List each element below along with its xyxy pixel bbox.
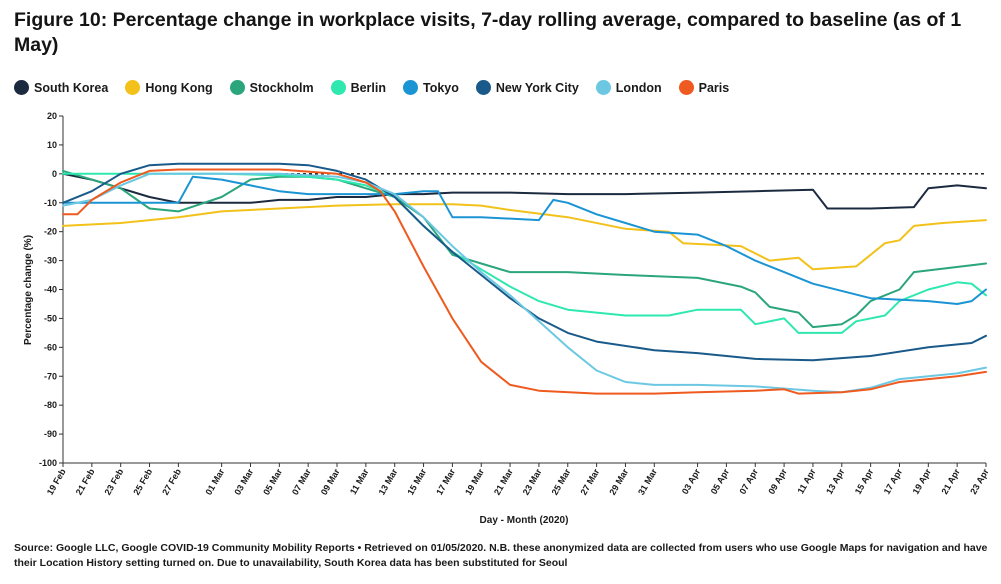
- legend-swatch: [14, 80, 29, 95]
- y-tick-label: -50: [44, 313, 57, 323]
- x-tick-label: 19 Feb: [45, 467, 68, 497]
- legend-item: Tokyo: [403, 80, 459, 95]
- x-tick-label: 17 Apr: [882, 467, 905, 496]
- legend-swatch: [125, 80, 141, 95]
- x-tick-label: 09 Mar: [319, 467, 342, 497]
- series-line: [62, 175, 987, 305]
- x-tick-label: 15 Mar: [405, 467, 428, 497]
- y-tick-label: 10: [47, 140, 57, 150]
- legend-swatch: [403, 80, 418, 95]
- legend-item: New York City: [475, 80, 579, 95]
- x-tick-label: 29 Mar: [607, 467, 630, 497]
- legend-swatch: [595, 80, 611, 95]
- x-tick-label: 19 Apr: [911, 467, 934, 496]
- x-tick-label: 27 Mar: [578, 467, 601, 497]
- y-tick-label: -70: [44, 371, 57, 381]
- x-tick-label: 03 Apr: [680, 467, 703, 496]
- x-tick-label: 05 Apr: [709, 467, 732, 496]
- legend-swatch: [229, 80, 245, 95]
- legend-label: Berlin: [350, 80, 386, 95]
- y-tick-label: 0: [52, 169, 57, 179]
- series-line: [62, 169, 987, 329]
- legend-label: Paris: [698, 80, 730, 95]
- series-line: [62, 172, 987, 394]
- x-tick-label: 27 Feb: [160, 467, 183, 497]
- y-tick-label: -100: [39, 458, 57, 468]
- legend-item: Hong Kong: [125, 80, 213, 95]
- legend-swatch: [330, 80, 346, 95]
- legend-label: London: [615, 80, 662, 95]
- legend-item: South Korea: [14, 80, 108, 95]
- y-tick-label: -90: [44, 429, 57, 439]
- y-tick-label: -30: [44, 256, 57, 266]
- legend-item: Stockholm: [229, 80, 314, 95]
- y-tick-label: -10: [44, 198, 57, 208]
- x-tick-label: 17 Mar: [434, 467, 457, 497]
- chart-title: Figure 10: Percentage change in workplac…: [14, 9, 962, 56]
- series-line: [62, 172, 987, 210]
- x-tick-label: 13 Apr: [824, 467, 847, 496]
- x-tick-label: 07 Mar: [290, 467, 313, 497]
- x-tick-label: 03 Mar: [232, 467, 255, 497]
- x-tick-label: 13 Mar: [377, 467, 400, 497]
- x-tick-label: 25 Feb: [131, 467, 154, 497]
- x-axis-title: Day - Month (2020): [480, 515, 569, 526]
- x-tick-label: 15 Apr: [853, 467, 876, 496]
- legend-swatch: [678, 80, 694, 95]
- y-axis-title: Percentage change (%): [23, 235, 34, 345]
- series-line: [62, 162, 987, 362]
- x-tick-label: 09 Apr: [766, 467, 789, 496]
- x-tick-label: 11 Apr: [795, 467, 817, 496]
- legend-item: Berlin: [330, 80, 386, 95]
- x-tick-label: 21 Feb: [74, 467, 97, 497]
- source-note: Source: Google LLC, Google COVID-19 Comm…: [14, 542, 988, 569]
- y-tick-label: -60: [44, 342, 57, 352]
- series-line: [62, 172, 987, 334]
- legend-label: Tokyo: [423, 80, 459, 95]
- x-tick-label: 11 Mar: [348, 467, 371, 497]
- legend-label: Stockholm: [249, 80, 314, 95]
- y-tick-label: -40: [44, 285, 57, 295]
- series-line: [62, 168, 987, 395]
- y-tick-label: 20: [47, 111, 57, 121]
- legend-item: London: [595, 80, 662, 95]
- legend-item: Paris: [678, 80, 730, 95]
- y-tick-label: -20: [44, 227, 57, 237]
- legend-label: Hong Kong: [145, 80, 213, 95]
- x-tick-label: 05 Mar: [261, 467, 284, 497]
- x-tick-label: 07 Apr: [737, 467, 760, 496]
- legend-swatch: [475, 80, 491, 95]
- x-tick-label: 31 Mar: [636, 467, 659, 497]
- x-tick-label: 23 Apr: [968, 467, 991, 496]
- x-tick-label: 21 Apr: [939, 467, 962, 496]
- y-tick-label: -80: [44, 400, 57, 410]
- legend-label: South Korea: [34, 80, 109, 95]
- x-tick-label: 21 Mar: [492, 467, 515, 497]
- x-tick-label: 19 Mar: [463, 467, 486, 497]
- x-tick-label: 25 Mar: [550, 467, 573, 497]
- x-tick-label: 23 Mar: [521, 467, 544, 497]
- x-tick-label: 23 Feb: [103, 467, 126, 497]
- legend-label: New York City: [495, 80, 579, 95]
- series-line: [62, 203, 987, 271]
- x-tick-label: 01 Mar: [203, 467, 226, 497]
- chart-legend: South Korea Hong Kong Stockholm Berlin Tokyo…: [14, 80, 746, 95]
